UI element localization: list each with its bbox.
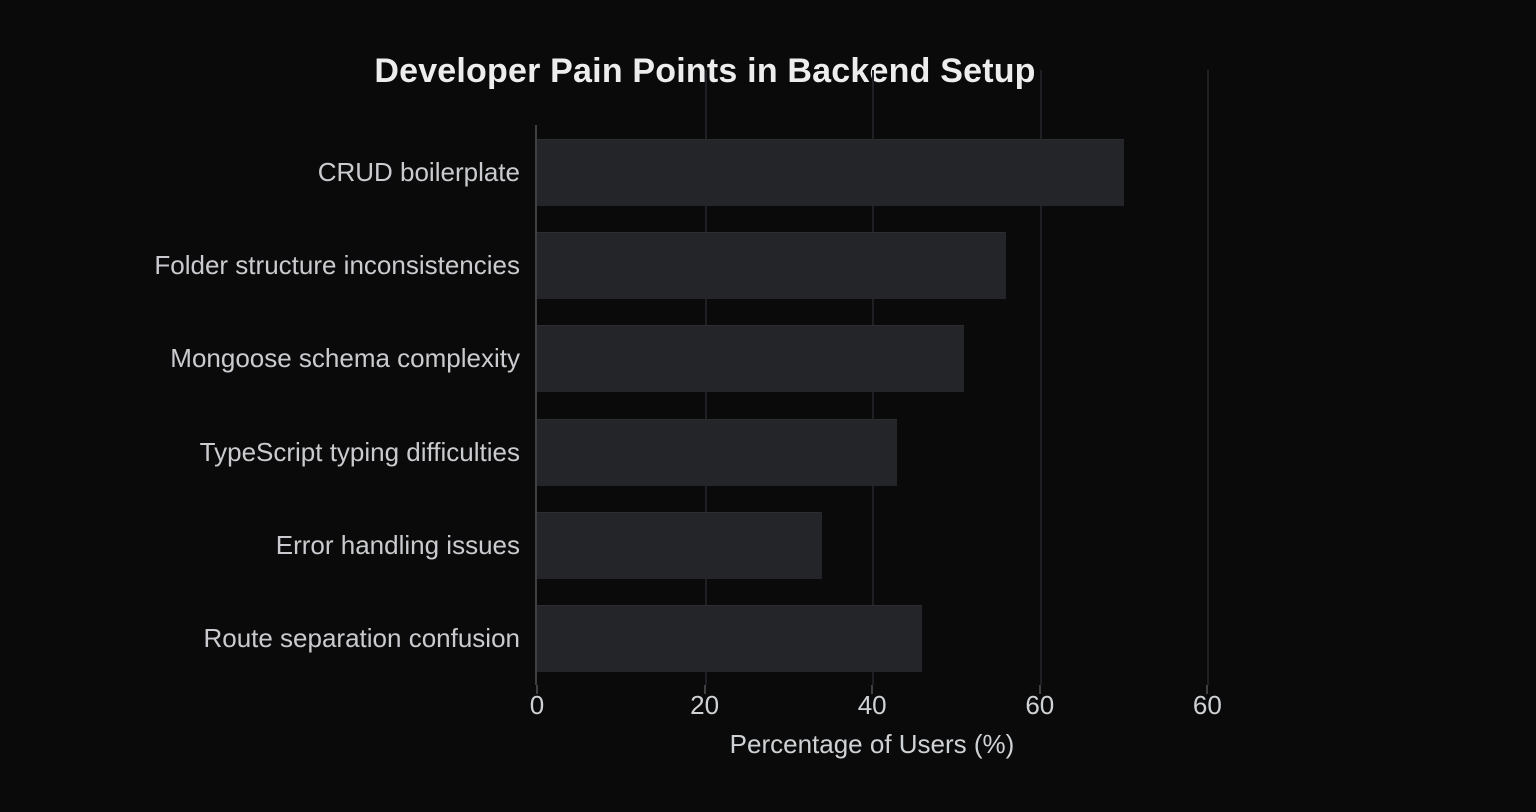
x-tick-mark (1038, 685, 1041, 694)
bar-row (537, 512, 822, 579)
plot-area (535, 70, 1230, 685)
x-tick-mark (871, 685, 874, 694)
bar-row (537, 325, 965, 393)
x-tick-label: 0 (529, 690, 545, 720)
category-label: Folder structure inconsistencies (154, 250, 520, 280)
x-tick-mark (536, 685, 538, 694)
y-axis-spine (535, 125, 537, 685)
category-label: Route separation confusion (203, 623, 520, 654)
x-tick-mark (703, 685, 706, 694)
category-label: Mongoose schema complexity (170, 343, 520, 374)
bar-row (537, 232, 1007, 299)
x-axis-label: Percentage of Users (%) (729, 729, 1015, 759)
bar-row (537, 138, 1124, 206)
x-tick-mark (1206, 685, 1209, 694)
gridline-x-80 (1207, 70, 1210, 685)
bar-row (537, 605, 923, 673)
x-tick-label: 60 (1025, 690, 1055, 720)
category-label: Error handling issues (275, 530, 520, 560)
x-tick-label: 20 (690, 690, 720, 720)
category-label: TypeScript typing difficulties (199, 436, 520, 467)
gridline-x-60 (1039, 70, 1042, 685)
category-label: CRUD boilerplate (317, 156, 520, 187)
bar-row (537, 418, 898, 486)
x-tick-label: 40 (857, 690, 887, 720)
x-tick-label: 60 (1192, 690, 1222, 720)
